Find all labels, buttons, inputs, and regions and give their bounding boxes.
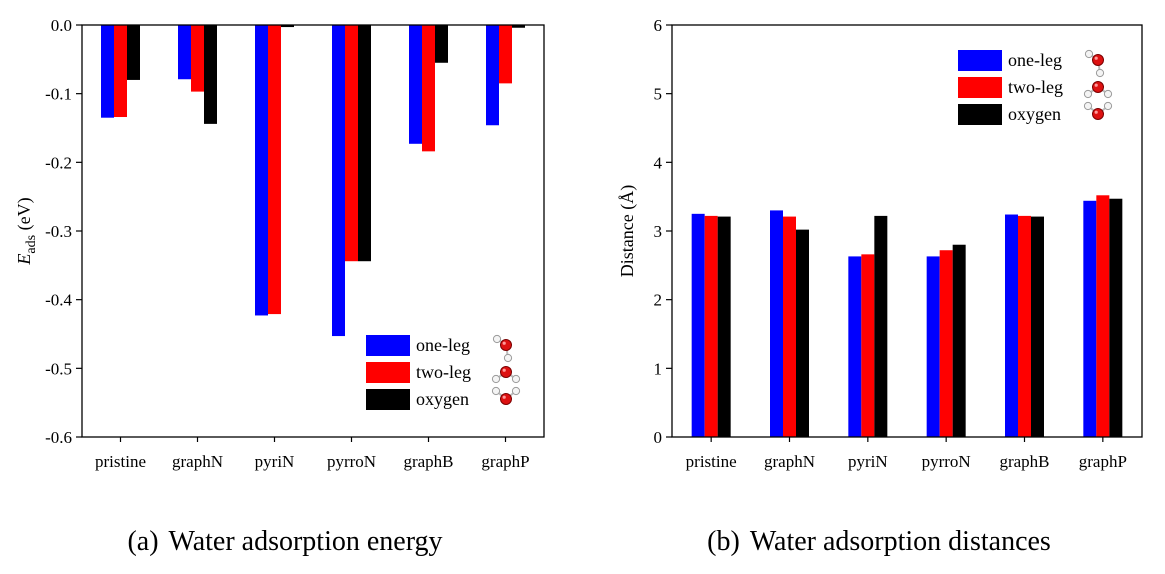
legend-label-two-leg: two-leg <box>1008 77 1063 97</box>
x-tick-label: pyrroN <box>327 452 376 471</box>
x-tick-label: graphN <box>172 452 223 471</box>
bar-oxygen-pyriN <box>874 215 888 437</box>
water-molecule-icon-one-leg <box>492 334 513 363</box>
y-axis-label: Eads (eV) <box>14 197 39 265</box>
legend-swatch-oxygen <box>366 389 410 410</box>
y-tick-label: 3 <box>654 222 663 241</box>
bar-one-leg-pristine <box>101 25 114 118</box>
y-tick-label: -0.2 <box>45 153 72 172</box>
chart-a: 0.0 -0.1 -0.2 -0.3 -0.4 -0.5 -0.6 pristine graph… <box>14 16 545 557</box>
bar-oxygen-pristine <box>717 216 731 437</box>
bar-two-leg-graphB <box>422 25 435 152</box>
bar-two-leg-pyrroN <box>345 25 358 262</box>
y-axis-label: Distance (Å) <box>617 185 638 277</box>
bar-two-leg-pyriN <box>268 25 281 315</box>
x-tick-label: graphB <box>999 452 1049 471</box>
y-tick-label: 0 <box>654 428 663 447</box>
y-tick-label: 4 <box>654 153 663 172</box>
y-tick-label: 6 <box>654 16 663 35</box>
bar-oxygen-pristine <box>127 25 140 80</box>
x-tick-label: pristine <box>95 452 146 471</box>
water-molecule-icon-two-leg <box>491 366 521 384</box>
plot-frame <box>671 24 1143 438</box>
legend-label-oxygen: oxygen <box>416 389 469 409</box>
bar-two-leg-pristine <box>114 25 127 118</box>
chart-b: 0 1 2 3 4 5 6 pristine graphN pyriN pyrroN graphB gr… <box>617 16 1143 557</box>
bar-oxygen-graphB <box>1031 216 1044 437</box>
bar-two-leg-graphP <box>499 25 512 84</box>
bar-two-leg-pyrroN <box>939 250 953 437</box>
legend: one-leg two-leg oxygen <box>366 334 521 410</box>
y-tick-label: 0.0 <box>51 16 72 35</box>
bar-two-leg-graphP <box>1096 195 1110 437</box>
bar-two-leg-graphN <box>191 25 204 92</box>
bar-one-leg-graphP <box>486 25 499 126</box>
bar-one-leg-pristine <box>691 213 705 437</box>
legend-swatch-two-leg <box>958 77 1002 98</box>
x-tick-label: graphN <box>764 452 815 471</box>
y-tick-label: -0.1 <box>45 85 72 104</box>
legend-label-two-leg: two-leg <box>416 362 471 382</box>
x-tick-label: graphB <box>403 452 453 471</box>
bar-two-leg-pristine <box>704 215 718 437</box>
x-tick-label: pristine <box>686 452 737 471</box>
water-molecule-icon-oxygen <box>491 386 521 405</box>
legend-label-oxygen: oxygen <box>1008 104 1061 124</box>
plot-frame <box>81 24 545 438</box>
x-tick-label: pyriN <box>255 452 295 471</box>
x-tick-label: pyriN <box>848 452 888 471</box>
legend-label-one-leg: one-leg <box>416 335 470 355</box>
y-tick-label: -0.5 <box>45 359 72 378</box>
legend-label-one-leg: one-leg <box>1008 50 1062 70</box>
bar-one-leg-graphP <box>1083 200 1097 437</box>
bar-one-leg-pyriN <box>848 256 862 437</box>
bar-one-leg-graphN <box>770 210 783 437</box>
water-molecule-icon-oxygen <box>1083 101 1113 120</box>
legend-swatch-one-leg <box>366 335 410 356</box>
y-tick-label: 1 <box>654 359 663 378</box>
bar-one-leg-graphN <box>178 25 191 80</box>
panel-caption: (b) Water adsorption distances <box>707 526 1051 557</box>
y-tick-label: -0.6 <box>45 428 72 447</box>
bar-one-leg-pyrroN <box>926 256 940 437</box>
bar-two-leg-pyriN <box>861 254 875 437</box>
bar-two-leg-graphB <box>1018 215 1031 437</box>
bar-one-leg-graphB <box>409 25 422 144</box>
water-molecule-icon-two-leg <box>1083 81 1113 99</box>
bar-oxygen-pyrroN <box>952 244 966 437</box>
legend-swatch-oxygen <box>958 104 1002 125</box>
x-tick-label: graphP <box>481 452 529 471</box>
bar-oxygen-graphB <box>435 25 448 63</box>
bar-one-leg-pyriN <box>255 25 268 316</box>
bar-oxygen-graphP <box>1109 198 1123 437</box>
x-tick-label: graphP <box>1079 452 1127 471</box>
bar-oxygen-pyriN <box>281 25 294 28</box>
y-tick-label: 2 <box>654 291 663 310</box>
bar-one-leg-pyrroN <box>332 25 345 337</box>
bar-oxygen-graphP <box>512 25 525 28</box>
y-tick-label: 5 <box>654 85 663 104</box>
y-tick-label: -0.4 <box>45 291 72 310</box>
bar-two-leg-graphN <box>783 216 796 437</box>
bar-oxygen-pyrroN <box>358 25 371 262</box>
panel-caption: (a) Water adsorption energy <box>127 526 442 557</box>
legend: one-leg two-leg oxygen <box>958 49 1113 125</box>
water-molecule-icon-one-leg <box>1084 49 1105 78</box>
legend-swatch-one-leg <box>958 50 1002 71</box>
bar-one-leg-graphB <box>1005 214 1018 437</box>
bar-oxygen-graphN <box>796 229 809 437</box>
x-tick-label: pyrroN <box>922 452 971 471</box>
bar-oxygen-graphN <box>204 25 217 124</box>
legend-swatch-two-leg <box>366 362 410 383</box>
y-tick-label: -0.3 <box>45 222 72 241</box>
